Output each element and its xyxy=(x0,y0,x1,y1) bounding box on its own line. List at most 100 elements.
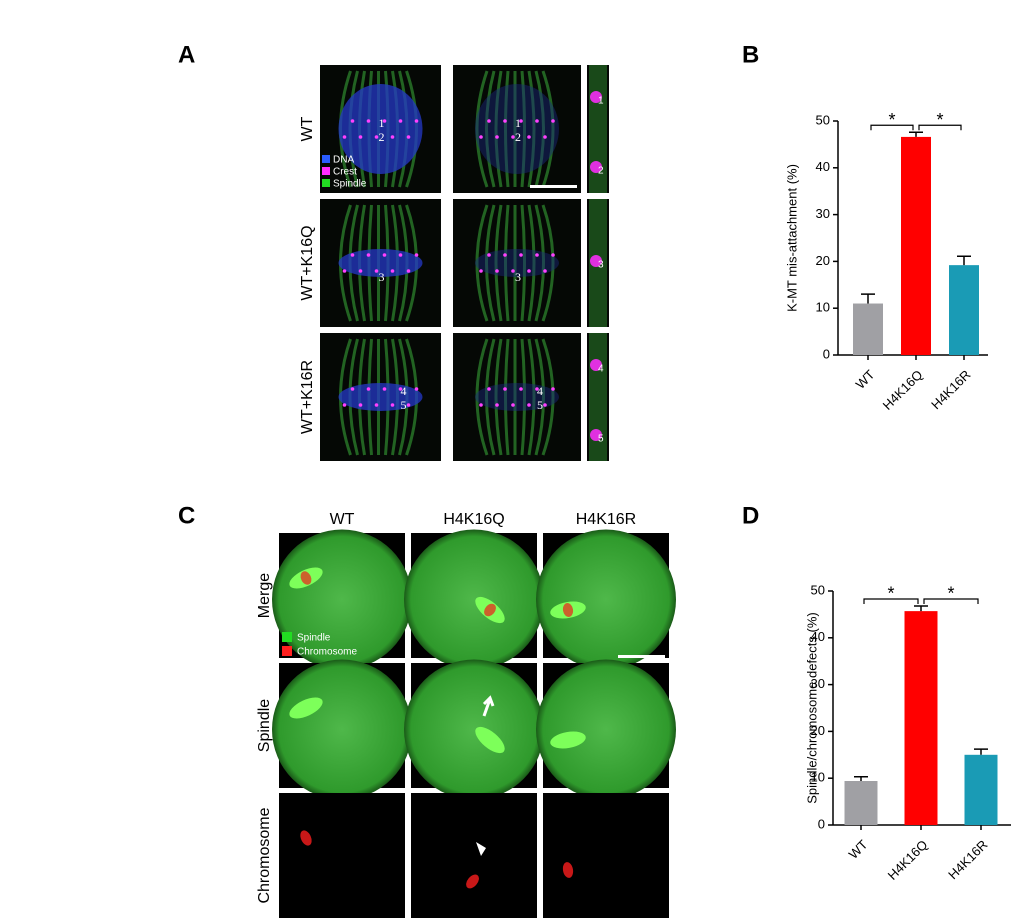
legend-label: Crest xyxy=(333,167,357,178)
kinetochore xyxy=(342,135,347,139)
kinetochore xyxy=(390,403,395,407)
legend-swatch xyxy=(322,167,330,175)
row-label: WT xyxy=(299,116,316,141)
marker-label: 1 xyxy=(515,116,521,130)
chromosome xyxy=(484,603,496,617)
scale-bar xyxy=(530,185,577,188)
chromosome xyxy=(466,874,479,889)
significance-bracket xyxy=(870,124,914,131)
kinetochore xyxy=(535,387,539,391)
y-axis-label: K-MT mis-attachment (%) xyxy=(784,164,799,312)
y-tick-label: 10 xyxy=(811,770,825,785)
kinetochore xyxy=(366,253,371,257)
kinetochore xyxy=(511,135,515,139)
kinetochore xyxy=(535,253,539,257)
x-tick-label: H4K16Q xyxy=(885,837,931,883)
bar xyxy=(964,754,998,825)
marker-label: 3 xyxy=(379,270,385,284)
chromosomes xyxy=(338,84,423,174)
kinetochore xyxy=(487,387,491,391)
marker-label: 5 xyxy=(401,398,407,412)
marker-label: 4 xyxy=(537,384,543,398)
spindle-fiber xyxy=(527,204,536,322)
error-bar xyxy=(914,605,928,612)
legend-label: Spindle xyxy=(333,179,367,190)
kinetochore xyxy=(543,269,547,273)
y-tick-label: 50 xyxy=(816,112,830,127)
spindle-fiber xyxy=(541,70,555,188)
chromosome xyxy=(300,571,312,585)
kinetochore xyxy=(382,253,387,257)
legend-label: DNA xyxy=(333,155,354,166)
marker-label: 2 xyxy=(379,130,385,144)
kinetochore xyxy=(551,387,555,391)
legend-label: Spindle xyxy=(297,633,331,644)
legend-swatch xyxy=(282,632,292,642)
error-bar xyxy=(974,748,988,755)
spindle-fiber xyxy=(494,204,503,322)
kinetochore xyxy=(543,135,547,139)
oocyte xyxy=(536,659,676,800)
kinetochore xyxy=(503,253,507,257)
row-label: Chromosome xyxy=(256,807,273,903)
spindle-fiber xyxy=(541,204,555,322)
error-bar xyxy=(854,776,868,782)
kinetochore xyxy=(390,135,395,139)
kinetochore xyxy=(590,359,602,371)
spindle-fiber xyxy=(475,70,489,188)
spindle-fiber xyxy=(475,338,489,456)
micrograph xyxy=(279,793,405,918)
kinetochore xyxy=(590,255,602,267)
oocyte xyxy=(404,529,544,670)
oocyte xyxy=(272,529,412,670)
arrowhead xyxy=(476,842,486,856)
kinetochore xyxy=(590,91,602,103)
kinetochore xyxy=(511,269,515,273)
kinetochore xyxy=(406,269,411,273)
marker-label: 2 xyxy=(515,130,521,144)
kinetochore xyxy=(519,253,523,257)
spindle-fiber xyxy=(534,338,545,456)
y-tick-label: 0 xyxy=(818,816,825,831)
marker-label: 3 xyxy=(598,260,604,271)
kinetochore xyxy=(358,135,363,139)
significance-bracket xyxy=(923,598,979,604)
kinetochore xyxy=(382,119,387,123)
panel-letter: A xyxy=(178,41,195,68)
spindle-fiber xyxy=(485,70,496,188)
micrograph xyxy=(411,793,537,918)
arrow xyxy=(482,695,495,717)
kinetochore xyxy=(495,403,499,407)
bar xyxy=(901,136,931,355)
kinetochore xyxy=(479,403,483,407)
significance-label: * xyxy=(887,584,894,604)
column-label: WT xyxy=(330,511,355,528)
spindle xyxy=(550,731,586,749)
kinetochore xyxy=(398,387,403,391)
scale-bar xyxy=(618,655,665,658)
row-label: WT+K16R xyxy=(299,360,316,434)
legend-swatch xyxy=(282,646,292,656)
micrograph xyxy=(453,333,581,461)
significance-bracket xyxy=(918,124,962,131)
kinetochore xyxy=(487,119,491,123)
y-tick-label: 0 xyxy=(823,346,830,361)
spindle-fiber xyxy=(520,204,526,322)
significance-label: * xyxy=(888,110,895,130)
panel-letter: D xyxy=(742,502,759,529)
kinetochore xyxy=(366,119,371,123)
spindle-fiber xyxy=(541,338,555,456)
chromosome xyxy=(300,830,312,846)
error-bar xyxy=(861,293,875,304)
row-label: Spindle xyxy=(256,699,273,752)
kinetochore xyxy=(527,269,531,273)
x-tick-label: H4K16Q xyxy=(880,367,926,413)
legend-label: Chromosome xyxy=(297,647,357,658)
chromosomes xyxy=(475,383,559,411)
spindle-fiber xyxy=(504,338,510,456)
spindle-fiber xyxy=(520,70,526,188)
y-tick-label: 10 xyxy=(816,300,830,315)
x-tick-label: H4K16R xyxy=(945,837,990,882)
micrograph xyxy=(453,65,581,193)
